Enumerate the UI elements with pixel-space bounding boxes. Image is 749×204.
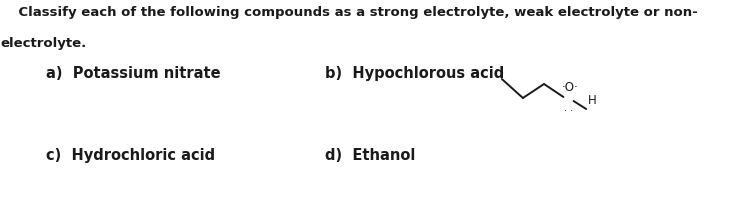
Text: b)  Hypochlorous acid: b) Hypochlorous acid bbox=[325, 65, 504, 80]
Text: · ·: · · bbox=[564, 105, 574, 115]
Text: c)  Hydrochloric acid: c) Hydrochloric acid bbox=[46, 147, 216, 162]
Text: a)  Potassium nitrate: a) Potassium nitrate bbox=[46, 65, 221, 80]
Text: electrolyte.: electrolyte. bbox=[0, 37, 86, 50]
Text: H: H bbox=[588, 94, 597, 106]
Text: Classify each of the following compounds as a strong electrolyte, weak electroly: Classify each of the following compounds… bbox=[0, 6, 698, 19]
Text: d)  Ethanol: d) Ethanol bbox=[325, 147, 415, 162]
Text: ·O·: ·O· bbox=[562, 81, 578, 94]
